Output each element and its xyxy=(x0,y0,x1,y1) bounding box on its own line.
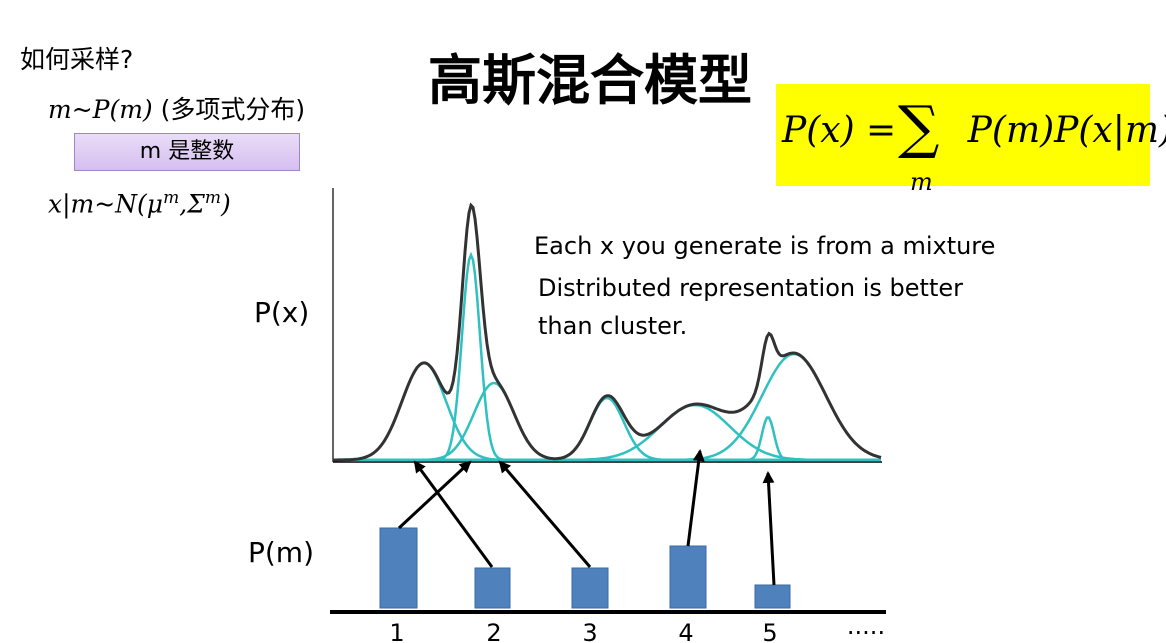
page-title: 高斯混合模型 xyxy=(428,49,752,112)
mixture-curve xyxy=(333,202,882,462)
pm-bar-3 xyxy=(571,567,609,609)
sample-arrow-2 xyxy=(413,460,494,568)
pm-tick-label: ····· xyxy=(847,619,885,643)
pm-bar-4 xyxy=(669,545,707,609)
pm-tick-label: 4 xyxy=(678,619,693,643)
sample-arrow-1 xyxy=(397,460,472,530)
formula-highlight xyxy=(776,84,1150,186)
sampling-question: 如何采样? xyxy=(20,45,134,74)
integer-note-box: m 是整数 xyxy=(74,133,300,171)
multinomial-note: (多项式分布) xyxy=(160,95,306,124)
sigma-part: ,Σ xyxy=(179,189,205,219)
note-line-2: Distributed representation is better xyxy=(538,274,963,302)
summation-symbol: ∑ xyxy=(898,93,940,161)
formula-lhs: P(x) = xyxy=(782,110,908,151)
summation-index: m xyxy=(910,168,933,196)
formula-rhs: P(m)P(x|m) xyxy=(967,110,1166,151)
gaussian-prefix: x|m~N(μ xyxy=(48,189,164,219)
pm-bar-5 xyxy=(754,584,791,609)
pm-bar-1 xyxy=(379,527,418,609)
px-axis-label: P(x) xyxy=(254,296,310,329)
gaussian-component-4 xyxy=(333,396,881,462)
pm-tick-label: 5 xyxy=(762,619,777,643)
pm-tick-label: 1 xyxy=(389,619,404,643)
mu-superscript: m xyxy=(163,188,180,208)
sample-arrow-4 xyxy=(686,449,705,547)
pm-bar-2 xyxy=(474,567,511,609)
pm-tick-label: 2 xyxy=(486,619,501,643)
gaussian-component-1 xyxy=(333,361,881,462)
pm-tick-label: 3 xyxy=(582,619,597,643)
mixture-formula: P(x) = P(m)P(x|m) xyxy=(782,110,1166,151)
gaussian-component-5 xyxy=(333,403,881,462)
gaussian-line: x|m~N(μm,Σm) xyxy=(48,188,231,218)
note-line-1: Each x you generate is from a mixture xyxy=(534,232,996,260)
pm-axis-label: P(m) xyxy=(248,536,315,569)
multinomial-line: m~P(m) (多项式分布) xyxy=(48,90,305,126)
sigma-superscript: m xyxy=(204,188,221,208)
sample-arrow-5 xyxy=(762,471,776,586)
gaussian-suffix: ) xyxy=(220,189,231,219)
gaussian-component-2 xyxy=(333,251,881,462)
sample-arrow-3 xyxy=(498,460,592,568)
multinomial-formula: m~P(m) xyxy=(48,95,153,124)
note-line-3: than cluster. xyxy=(538,312,688,340)
gaussian-component-6 xyxy=(333,416,881,462)
